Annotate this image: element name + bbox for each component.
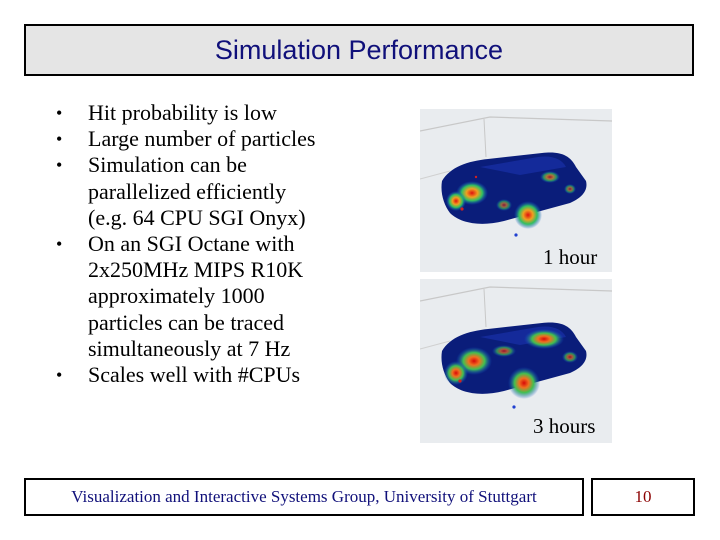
- bullet-item: • On an SGI Octane with 2x250MHz MIPS R10K…: [52, 231, 382, 362]
- simulation-render-3-hours: [420, 279, 612, 443]
- title-bar: Simulation Performance: [24, 24, 694, 76]
- bullet-dot-icon: •: [56, 234, 63, 255]
- bullet-dot-icon: •: [56, 155, 63, 176]
- bullet-line: particles can be traced: [88, 309, 285, 335]
- bullet-line: On an SGI Octane with: [88, 231, 295, 257]
- car-render-image: [420, 109, 612, 272]
- bullet-line: parallelized efficiently: [88, 178, 287, 204]
- bullet-line: (e.g. 64 CPU SGI Onyx): [88, 204, 306, 230]
- caption-1-hour: 1 hour: [541, 245, 600, 270]
- page-number-box: 10: [591, 478, 695, 516]
- bullet-line: Scales well with #CPUs: [88, 362, 301, 388]
- footer: Visualization and Interactive Systems Gr…: [24, 478, 584, 516]
- bullet-line: Large number of particles: [88, 126, 316, 152]
- bullet-list: • Hit probability is low • Large number of…: [52, 100, 382, 388]
- bullet-dot-icon: •: [56, 103, 63, 123]
- bullet-item: • Large number of particles: [52, 126, 382, 152]
- bullet-dot-icon: •: [56, 365, 63, 386]
- bullet-line: simultaneously at 7 Hz: [88, 335, 291, 361]
- simulation-render-1-hour: [420, 109, 612, 272]
- bullet-dot-icon: •: [56, 129, 63, 150]
- bullet-line: Simulation can be: [88, 152, 247, 178]
- bullet-line: Hit probability is low: [88, 100, 277, 125]
- page-number: 10: [634, 487, 652, 506]
- bullet-item: • Simulation can be parallelized efficient…: [52, 152, 382, 231]
- bullet-line: 2x250MHz MIPS R10K: [88, 257, 304, 283]
- bullet-item: • Scales well with #CPUs: [52, 362, 382, 388]
- caption-3-hours: 3 hours: [531, 414, 598, 439]
- bullet-line: approximately 1000: [88, 283, 265, 309]
- bullet-item: • Hit probability is low: [52, 100, 382, 126]
- footer-text: Visualization and Interactive Systems Gr…: [71, 487, 537, 506]
- slide-title: Simulation Performance: [214, 34, 504, 65]
